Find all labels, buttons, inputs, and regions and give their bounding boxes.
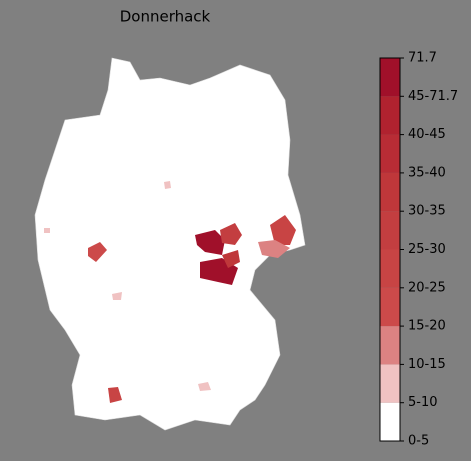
colorbar-bin	[380, 134, 400, 173]
region	[198, 382, 211, 391]
region	[195, 230, 225, 255]
colorbar-bin	[380, 287, 400, 327]
colorbar-label: 45-71.7	[408, 89, 458, 104]
colorbar-bin	[380, 402, 400, 441]
colorbar-bin	[380, 58, 400, 97]
colorbar-label: 0-5	[408, 434, 429, 449]
colorbar-label: 25-30	[408, 242, 446, 257]
region	[222, 250, 240, 268]
colorbar-label: 20-25	[408, 280, 446, 295]
region	[112, 292, 122, 300]
germany-map	[34, 57, 306, 431]
region	[44, 228, 50, 233]
region	[164, 181, 171, 189]
region	[270, 215, 296, 245]
region	[220, 223, 242, 245]
colorbar-label: 15-20	[408, 319, 446, 334]
colorbar-label: 10-15	[408, 357, 446, 372]
colorbar-bin	[380, 211, 400, 250]
colorbar-label: 71.7	[408, 51, 437, 66]
colorbar: 0-5 5-10 10-15 15-20 20-25 25-30 30-35 35-40 40-…	[379, 51, 458, 449]
colorbar-label: 5-10	[408, 395, 438, 410]
colorbar-label: 40-45	[408, 127, 446, 142]
region	[108, 387, 122, 403]
region	[88, 242, 107, 262]
colorbar-bin	[380, 96, 400, 135]
colorbar-bin	[380, 172, 400, 212]
map-title: Donnerhack	[120, 8, 211, 26]
colorbar-bin	[380, 364, 400, 403]
colorbar-label: 35-40	[408, 165, 446, 180]
country-outline	[34, 57, 306, 431]
region	[258, 240, 290, 258]
colorbar-bin	[380, 249, 400, 288]
colorbar-bin	[380, 326, 400, 365]
colorbar-label: 30-35	[408, 204, 446, 219]
